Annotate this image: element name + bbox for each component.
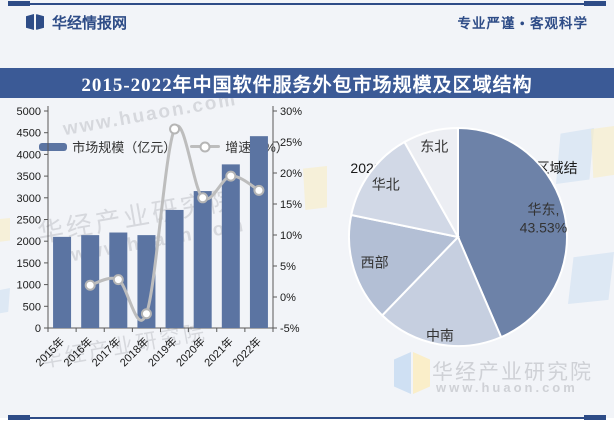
header: 华经情报网 专业严谨 • 客观科学 xyxy=(0,7,614,37)
bar-2015年 xyxy=(53,236,72,328)
rule-cap xyxy=(584,415,606,420)
pie-slice-华北 xyxy=(350,140,460,239)
bottom-rule xyxy=(8,417,606,419)
legend-marker-icon xyxy=(199,141,211,152)
huajing-logo-icon xyxy=(26,14,45,30)
legend-line-swatch xyxy=(190,141,221,152)
legend-item-market-size: 市场规模（亿元） xyxy=(39,137,176,156)
pie-label: 东北 xyxy=(420,138,448,154)
pie-label: 西部 xyxy=(361,255,389,271)
banner-title: 2015-2022年中国软件服务外包市场规模及区域结构 xyxy=(0,68,614,98)
pie-value-label: 43.53% xyxy=(520,219,567,235)
left-axis-tick: 500 xyxy=(23,301,41,313)
x-axis-label: 2018年 xyxy=(117,334,152,369)
x-axis-label: 2021年 xyxy=(201,334,236,369)
growth-marker xyxy=(169,123,181,135)
x-axis-label: 2019年 xyxy=(145,334,180,369)
bar-line-chart: 0 500 1000 1500 2000 2500 3000 3500 4000 4500 5000… xyxy=(17,106,302,369)
pie-slice-中南 xyxy=(380,235,503,347)
rule-cap xyxy=(8,1,30,6)
left-axis-tick: 4500 xyxy=(17,128,41,140)
pie-chart: 华东, 43.53% 中南 西部 华北 东北 xyxy=(348,126,568,347)
pie-slice-华东 xyxy=(457,126,568,339)
growth-marker xyxy=(225,170,237,182)
right-axis-tick: 25% xyxy=(280,137,302,149)
left-axis-tick: 0 xyxy=(35,323,41,335)
growth-marker xyxy=(197,192,209,204)
left-axis-tick: 3000 xyxy=(17,193,41,205)
bar-2018年 xyxy=(137,235,156,328)
pie-slice-西部 xyxy=(348,213,460,317)
right-axis-tick: 10% xyxy=(280,230,302,242)
x-axis-label: 2020年 xyxy=(173,334,208,369)
pie-label: 华北 xyxy=(372,176,400,192)
legend-bar-swatch xyxy=(39,142,68,151)
left-axis-tick: 4000 xyxy=(17,149,41,161)
x-axis-label: 2016年 xyxy=(60,334,95,369)
growth-marker xyxy=(112,274,124,286)
x-axis-label: 2017年 xyxy=(88,334,123,369)
brand-name: 华经情报网 xyxy=(52,15,128,32)
left-axis-tick: 2500 xyxy=(17,215,41,227)
right-axis-tick: 5% xyxy=(280,261,296,273)
bar-2021年 xyxy=(221,164,240,328)
right-axis-tick: -5% xyxy=(280,323,300,335)
growth-marker xyxy=(84,279,96,291)
left-axis-tick: 1500 xyxy=(17,258,41,270)
legend-label: 市场规模（亿元） xyxy=(72,140,177,155)
pie-label: 华东, xyxy=(527,201,559,217)
left-axis-tick: 2000 xyxy=(17,236,41,248)
right-axis-tick: 30% xyxy=(280,106,302,118)
bar-2019年 xyxy=(165,209,184,328)
growth-marker xyxy=(253,184,265,196)
x-axis-label: 2022年 xyxy=(229,334,264,369)
pie-label: 中南 xyxy=(426,328,454,344)
brand: 华经情报网 xyxy=(26,12,127,33)
rule-cap xyxy=(8,415,30,420)
tagline: 专业严谨 • 客观科学 xyxy=(457,16,588,31)
pie-slice-东北 xyxy=(403,126,459,241)
bar-2020年 xyxy=(193,191,212,328)
left-axis-tick: 3500 xyxy=(17,171,41,183)
watermark-logo-icon xyxy=(394,352,432,394)
right-axis-tick: 15% xyxy=(280,199,302,211)
x-axis-label: 2015年 xyxy=(32,334,67,369)
right-axis-tick: 20% xyxy=(280,168,302,180)
rule-cap xyxy=(584,1,606,6)
left-axis-tick: 5000 xyxy=(17,106,41,118)
right-axis-tick: 0% xyxy=(280,292,296,304)
top-rule xyxy=(8,3,606,5)
left-axis-tick: 1000 xyxy=(17,280,41,292)
growth-marker xyxy=(140,308,152,320)
bar-2022年 xyxy=(249,136,268,328)
